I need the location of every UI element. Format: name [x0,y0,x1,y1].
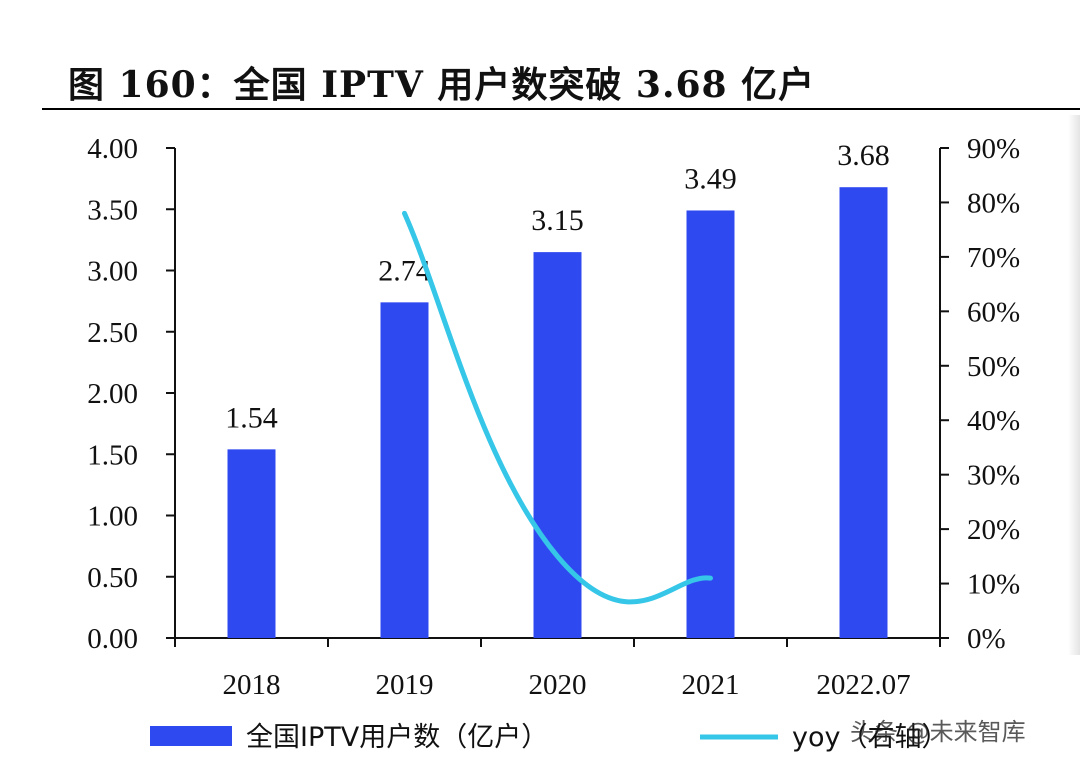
left-tick-label: 1.00 [87,501,138,533]
bar-2018 [227,449,276,638]
bar-value-label: 3.15 [531,204,584,237]
bar-2020 [533,252,582,638]
yoy-line [402,210,713,605]
right-tick-label: 50% [967,351,1020,383]
left-tick-label: 2.50 [87,317,138,349]
left-tick-label: 0.00 [87,623,138,655]
left-tick-label: 3.00 [87,256,138,288]
x-tick-label: 2020 [529,669,587,701]
left-tick-label: 3.50 [87,194,138,226]
legend-bar-swatch [150,726,232,746]
x-tick-label: 2019 [376,669,434,701]
bar-2021 [686,210,735,638]
right-tick-label: 20% [967,514,1020,546]
page-edge-shadow [1068,115,1080,655]
right-tick-label: 0% [967,623,1006,655]
bar-value-label: 1.54 [225,401,278,434]
right-tick-label: 70% [967,242,1020,274]
legend-line-label: yoy（右轴） [792,722,948,753]
title-rule [42,108,1080,110]
left-tick-label: 2.00 [87,378,138,410]
right-tick-label: 80% [967,187,1020,219]
right-tick-label: 90% [967,133,1020,165]
right-tick-label: 10% [967,569,1020,601]
right-tick-label: 60% [967,296,1020,328]
bar-value-label: 3.68 [837,139,890,172]
right-tick-label: 30% [967,460,1020,492]
left-tick-label: 4.00 [87,133,138,165]
bar-2019 [380,302,429,638]
bar-value-label: 3.49 [684,162,737,195]
bar-2022.07 [839,187,888,638]
left-tick-label: 1.50 [87,439,138,471]
legend-bar-label: 全国IPTV用户数（亿户） [246,722,548,753]
chart-title: 图 160：全国 IPTV 用户数突破 3.68 亿户 [68,64,816,106]
x-tick-label: 2021 [682,669,740,701]
x-tick-label: 2022.07 [816,669,910,701]
left-tick-label: 0.50 [87,562,138,594]
watermark: 头条 @未来智库 [850,718,1026,746]
x-tick-label: 2018 [223,669,281,701]
right-tick-label: 40% [967,405,1020,437]
